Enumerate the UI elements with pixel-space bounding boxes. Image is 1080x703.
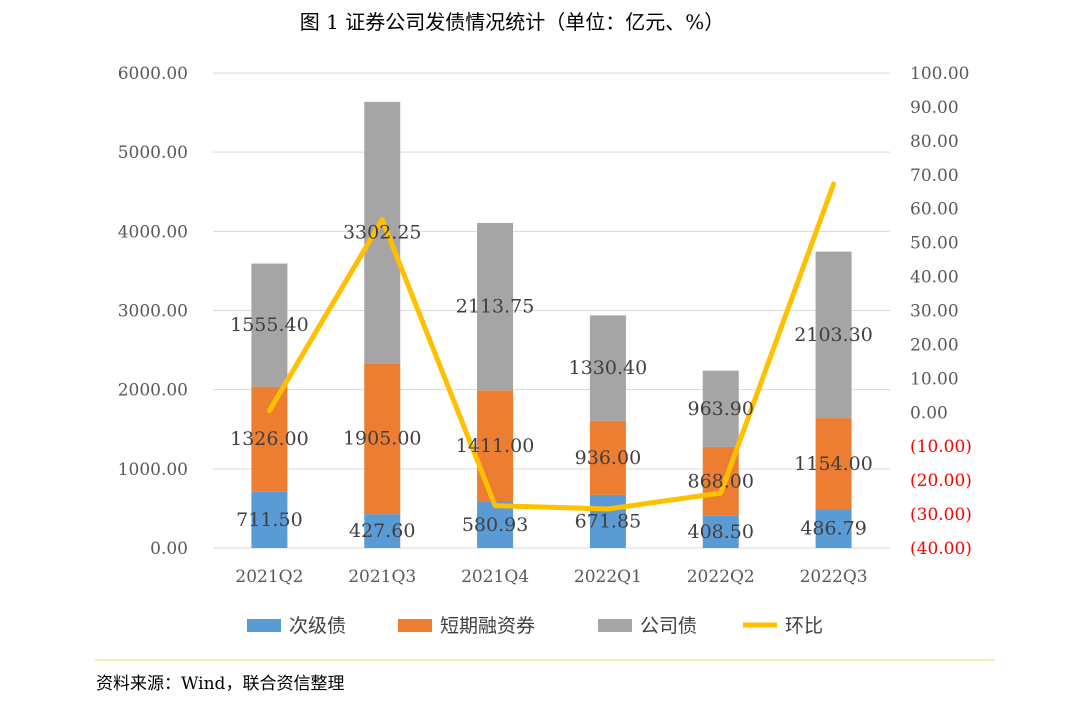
left-tick-label: 3000.00: [118, 302, 188, 322]
legend-label: 次级债: [289, 615, 346, 637]
right-axis-ticks: (40.00) (30.00) (20.00) (10.00) 0.00 10.00 20.…: [910, 64, 972, 559]
bar-data-label: 1154.00: [794, 453, 873, 475]
bar-segment: [589, 494, 626, 548]
bar-data-label: 936.00: [575, 447, 641, 469]
bar-data-label: 1411.00: [456, 435, 535, 457]
bar-segment: [477, 502, 514, 548]
x-tick-label: 2022Q2: [687, 567, 755, 587]
legend-swatch: [247, 619, 281, 632]
legend-swatch: [598, 619, 632, 632]
legend-item: 公司债: [598, 615, 697, 637]
bar-data-label: 1555.40: [230, 314, 309, 336]
bar-segment: [702, 515, 739, 548]
bar-data-label: 408.50: [688, 521, 754, 543]
left-tick-label: 1000.00: [118, 460, 188, 480]
x-axis-ticks: 2021Q2 2021Q3 2021Q4 2022Q1 2022Q2 2022Q3: [235, 567, 867, 587]
right-tick-label: 20.00: [910, 335, 959, 355]
right-tick-label: (20.00): [910, 471, 972, 491]
bar-data-label: 1330.40: [569, 357, 648, 379]
x-tick-label: 2021Q4: [461, 567, 529, 587]
bar-data-label: 580.93: [462, 514, 528, 536]
bar-segment: [815, 418, 852, 510]
bar-data-label: 2103.30: [794, 324, 873, 346]
bar-data-label: 963.90: [688, 398, 754, 420]
bar-segment: [815, 509, 852, 548]
right-tick-label: 80.00: [910, 132, 959, 152]
bar-segment: [364, 514, 401, 548]
bar-data-label: 2113.75: [456, 296, 535, 318]
left-tick-label: 0.00: [150, 539, 188, 559]
bar-segment: [477, 390, 514, 503]
chart-title: 图 1 证券公司发债情况统计（单位：亿元、%）: [300, 10, 724, 34]
legend-item: 环比: [743, 615, 823, 637]
right-tick-label: (30.00): [910, 505, 972, 525]
right-tick-label: 60.00: [910, 200, 959, 220]
bar-segment: [251, 263, 288, 387]
bar-segment: [364, 363, 401, 515]
right-tick-label: (10.00): [910, 437, 972, 457]
left-tick-label: 5000.00: [118, 143, 188, 163]
left-axis-ticks: 0.00 1000.00 2000.00 3000.00 4000.00 5000.00 6…: [118, 64, 188, 559]
legend-swatch: [398, 619, 432, 632]
legend-item: 短期融资券: [398, 615, 535, 637]
bar-data-label: 486.79: [800, 518, 866, 540]
bar-data-label: 1326.00: [230, 428, 309, 450]
legend-label: 短期融资券: [440, 615, 535, 637]
bar-segment: [815, 251, 852, 419]
legend-label: 公司债: [640, 615, 697, 637]
source-note: 资料来源：Wind，联合资信整理: [96, 674, 344, 694]
bar-segment: [364, 101, 401, 364]
left-tick-label: 6000.00: [118, 64, 188, 84]
bar-segment: [589, 315, 626, 421]
bar-segment: [251, 491, 288, 548]
bars: [251, 101, 852, 548]
bar-segment: [589, 420, 626, 495]
x-tick-label: 2021Q2: [235, 567, 303, 587]
x-tick-label: 2021Q3: [348, 567, 416, 587]
right-tick-label: 30.00: [910, 302, 959, 322]
data-labels: 711.50 1326.00 1555.40 427.60 1905.00 3302.25…: [230, 222, 873, 543]
bar-segment: [477, 222, 514, 391]
bar-data-label: 427.60: [349, 520, 415, 542]
right-tick-label: 40.00: [910, 268, 959, 288]
bar-data-label: 1905.00: [343, 428, 422, 450]
left-tick-label: 4000.00: [118, 222, 188, 242]
right-tick-label: 70.00: [910, 166, 959, 186]
line-series: [266, 181, 837, 512]
right-tick-label: (40.00): [910, 539, 972, 559]
right-tick-label: 100.00: [910, 64, 969, 84]
left-tick-label: 2000.00: [118, 381, 188, 401]
legend-item: 次级债: [247, 615, 346, 637]
legend: 次级债 短期融资券 公司债 环比: [247, 615, 823, 637]
legend-label: 环比: [785, 615, 823, 637]
right-tick-label: 10.00: [910, 369, 959, 389]
right-tick-label: 90.00: [910, 98, 959, 118]
bar-segment: [702, 370, 739, 447]
line-series-path: [266, 181, 837, 512]
right-tick-label: 0.00: [910, 403, 948, 423]
x-tick-label: 2022Q1: [574, 567, 642, 587]
bar-data-label: 671.85: [575, 510, 641, 532]
bar-data-label: 711.50: [236, 509, 302, 531]
right-tick-label: 50.00: [910, 234, 959, 254]
bar-data-label: 868.00: [688, 470, 754, 492]
x-tick-label: 2022Q3: [800, 567, 868, 587]
bar-data-label: 3302.25: [343, 222, 422, 244]
bar-segment: [251, 386, 288, 492]
